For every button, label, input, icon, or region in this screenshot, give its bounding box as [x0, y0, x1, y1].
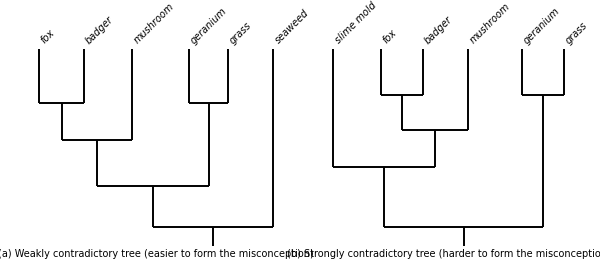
Text: fox: fox [39, 28, 57, 46]
Text: badger: badger [84, 14, 116, 46]
Text: grass: grass [564, 20, 590, 46]
Text: slime mold: slime mold [333, 1, 378, 46]
Text: fox: fox [381, 28, 399, 46]
Text: geranium: geranium [522, 6, 562, 46]
Text: seaweed: seaweed [273, 8, 311, 46]
Text: (b) Strongly contradictory tree (harder to form the misconception): (b) Strongly contradictory tree (harder … [287, 249, 600, 259]
Text: (a) Weakly contradictory tree (easier to form the misconception): (a) Weakly contradictory tree (easier to… [0, 249, 314, 259]
Text: mushroom: mushroom [132, 2, 176, 46]
Text: mushroom: mushroom [468, 2, 512, 46]
Text: geranium: geranium [189, 6, 229, 46]
Text: badger: badger [423, 14, 455, 46]
Text: grass: grass [228, 20, 254, 46]
